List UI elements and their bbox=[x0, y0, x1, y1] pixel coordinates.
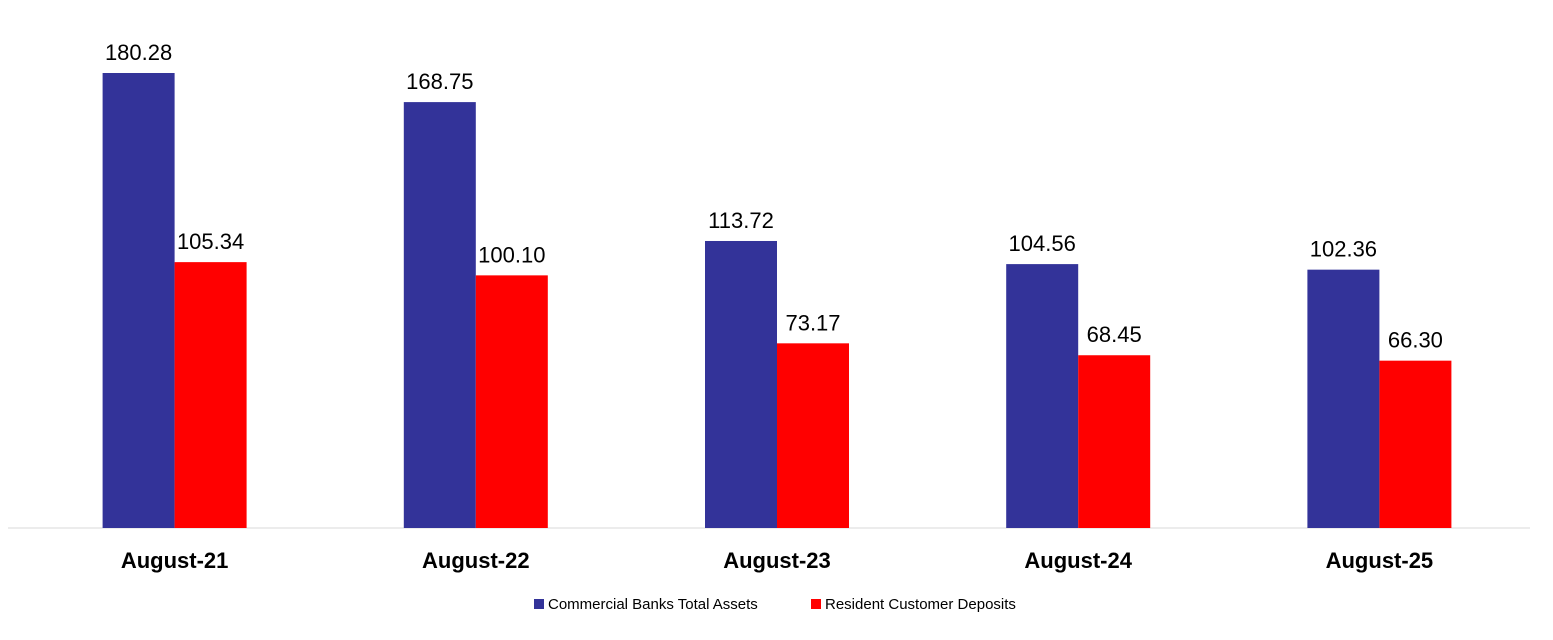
bar-resident-deposits-august-22 bbox=[475, 275, 548, 528]
bar-resident-deposits-august-24 bbox=[1078, 355, 1151, 528]
legend-label-total-assets: Commercial Banks Total Assets bbox=[548, 596, 758, 613]
bar-total-assets-august-21 bbox=[102, 73, 175, 528]
data-label-total-assets-august-24: 104.56 bbox=[1009, 231, 1076, 256]
bar-total-assets-august-23 bbox=[705, 240, 777, 528]
data-label-resident-deposits-august-25: 66.30 bbox=[1388, 328, 1443, 353]
category-label-august-25: August-25 bbox=[1326, 548, 1434, 573]
bar-total-assets-august-22 bbox=[403, 102, 476, 529]
bar-total-assets-august-24 bbox=[1006, 264, 1079, 528]
category-label-august-24: August-24 bbox=[1024, 548, 1132, 573]
category-label-august-23: August-23 bbox=[723, 548, 831, 573]
category-label-august-21: August-21 bbox=[121, 548, 229, 573]
data-label-total-assets-august-21: 180.28 bbox=[105, 40, 172, 65]
legend-swatch-resident-deposits bbox=[811, 599, 821, 609]
data-label-resident-deposits-august-22: 100.10 bbox=[478, 242, 545, 267]
category-labels-layer: August-21 August-22 August-23 August-24 Augu… bbox=[121, 548, 1433, 573]
data-labels-layer: 180.28 105.34 168.75 100.10 113.72 73.17 104.5… bbox=[105, 40, 1443, 353]
legend-label-resident-deposits: Resident Customer Deposits bbox=[825, 596, 1016, 613]
data-label-total-assets-august-23: 113.72 bbox=[708, 208, 774, 233]
bar-resident-deposits-august-21 bbox=[174, 262, 247, 528]
data-label-resident-deposits-august-23: 73.17 bbox=[785, 310, 840, 335]
legend-swatch-total-assets bbox=[534, 599, 544, 609]
bar-resident-deposits-august-23 bbox=[777, 343, 849, 528]
bars-layer bbox=[102, 73, 1452, 529]
bar-resident-deposits-august-25 bbox=[1379, 360, 1452, 528]
bar-total-assets-august-25 bbox=[1307, 269, 1380, 528]
data-label-resident-deposits-august-24: 68.45 bbox=[1087, 322, 1142, 347]
data-label-total-assets-august-22: 168.75 bbox=[406, 69, 473, 94]
data-label-total-assets-august-25: 102.36 bbox=[1310, 237, 1377, 262]
legend: Commercial Banks Total Assets Resident Cu… bbox=[534, 596, 1016, 613]
data-label-resident-deposits-august-21: 105.34 bbox=[177, 229, 244, 254]
category-label-august-22: August-22 bbox=[422, 548, 530, 573]
